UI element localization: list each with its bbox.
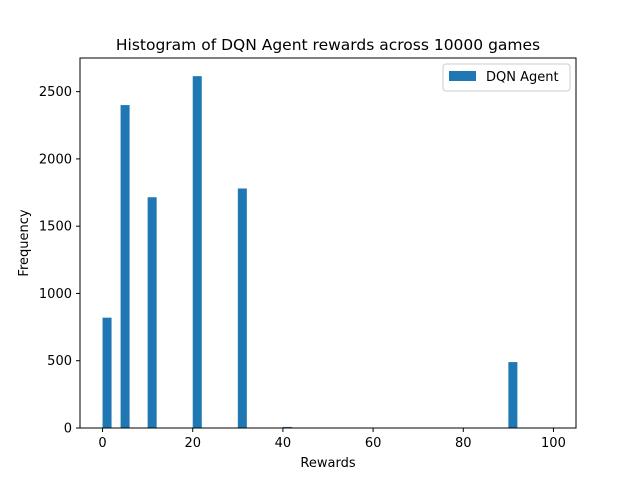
x-axis-ticks: 0 20 40 60 80 100 xyxy=(98,428,566,451)
x-axis-label: Rewards xyxy=(300,456,355,471)
legend: DQN Agent xyxy=(442,63,571,92)
chart-title: Histogram of DQN Agent rewards across 10… xyxy=(116,36,540,54)
histogram-bar xyxy=(120,105,130,428)
y-tick-label: 0 xyxy=(64,422,72,437)
histogram-bar xyxy=(282,426,292,428)
histogram-bar xyxy=(237,188,247,428)
x-tick-label: 40 xyxy=(275,436,292,451)
histogram-bar xyxy=(192,76,202,428)
y-tick-label: 2500 xyxy=(39,85,72,100)
y-tick-label: 1000 xyxy=(39,287,72,302)
plot-frame xyxy=(79,57,577,429)
legend-label: DQN Agent xyxy=(486,70,559,85)
x-tick-label: 100 xyxy=(541,436,566,451)
y-axis-label: Frequency xyxy=(17,209,32,276)
histogram-bar xyxy=(147,197,157,428)
histogram-bar xyxy=(508,362,518,428)
histogram-bar xyxy=(102,317,112,428)
x-tick-label: 20 xyxy=(184,436,201,451)
x-tick-label: 60 xyxy=(365,436,382,451)
y-tick-label: 1500 xyxy=(39,220,72,235)
x-tick-label: 0 xyxy=(98,436,106,451)
y-tick-label: 500 xyxy=(47,354,72,369)
x-tick-label: 80 xyxy=(455,436,472,451)
legend-box xyxy=(442,63,571,92)
y-axis-ticks: 0 500 1000 1500 2000 2500 xyxy=(39,85,80,437)
bars-group xyxy=(102,76,518,428)
y-tick-label: 2000 xyxy=(39,152,72,167)
legend-swatch xyxy=(449,71,476,81)
